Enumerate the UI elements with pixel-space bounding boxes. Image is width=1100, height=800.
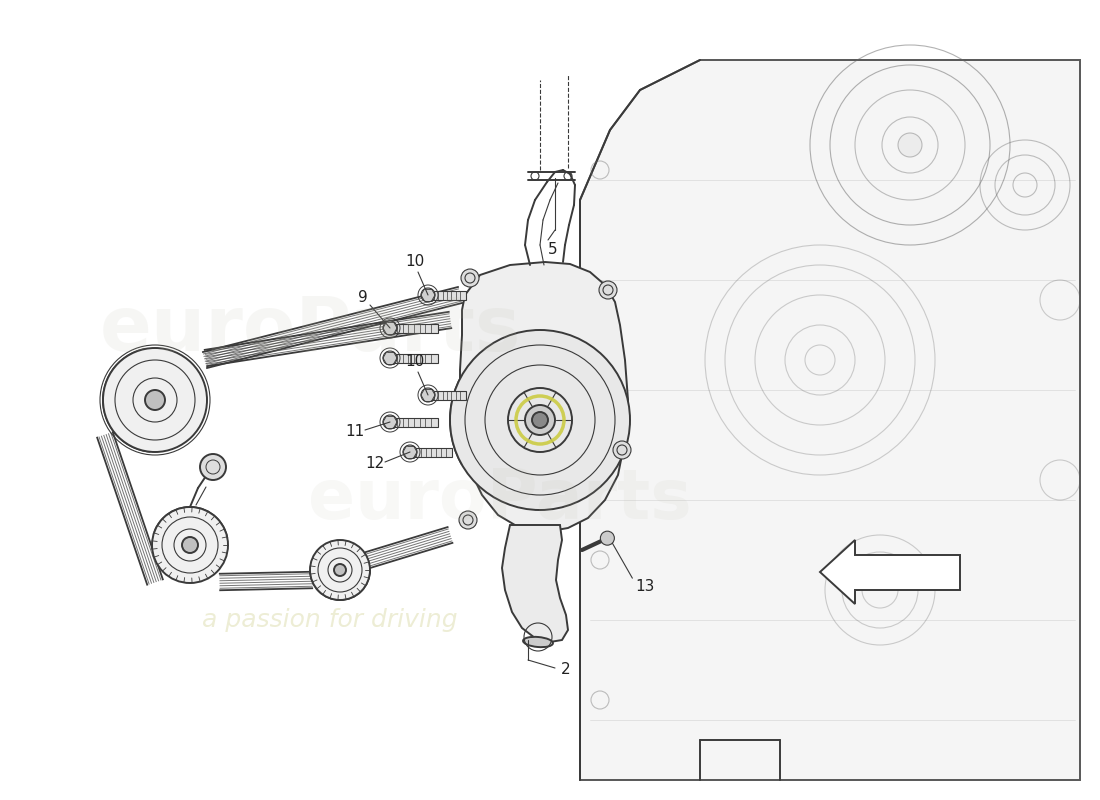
Text: euroParts: euroParts [308,466,692,534]
Circle shape [613,441,631,459]
Circle shape [383,321,397,335]
Polygon shape [580,60,1080,780]
Circle shape [532,412,548,428]
Circle shape [898,133,922,157]
Circle shape [403,445,417,459]
Ellipse shape [524,637,553,647]
Text: 10: 10 [406,354,425,370]
Circle shape [182,537,198,553]
Circle shape [600,281,617,299]
Polygon shape [428,290,466,299]
Polygon shape [820,540,960,604]
Text: 5: 5 [548,242,558,257]
Text: 12: 12 [365,457,385,471]
Circle shape [152,507,228,583]
Circle shape [310,540,370,600]
Polygon shape [428,390,466,399]
Polygon shape [390,418,438,426]
Polygon shape [460,262,628,532]
Circle shape [383,351,397,365]
Circle shape [383,415,397,429]
Text: a passion for driving: a passion for driving [202,608,458,632]
Polygon shape [502,525,568,642]
Circle shape [601,531,615,545]
Text: euroParts: euroParts [99,293,520,367]
Circle shape [103,348,207,452]
Text: 13: 13 [636,578,656,594]
Circle shape [461,269,478,287]
Circle shape [421,388,434,402]
Circle shape [421,288,434,302]
Circle shape [200,454,225,480]
Polygon shape [390,323,438,333]
Text: 2: 2 [561,662,571,678]
Circle shape [334,564,346,576]
Circle shape [145,390,165,410]
Text: 9: 9 [359,290,367,306]
Polygon shape [410,447,452,457]
Text: 11: 11 [345,425,364,439]
Circle shape [525,405,556,435]
Text: 10: 10 [406,254,425,270]
Polygon shape [390,354,438,362]
Circle shape [459,511,477,529]
Circle shape [450,330,630,510]
